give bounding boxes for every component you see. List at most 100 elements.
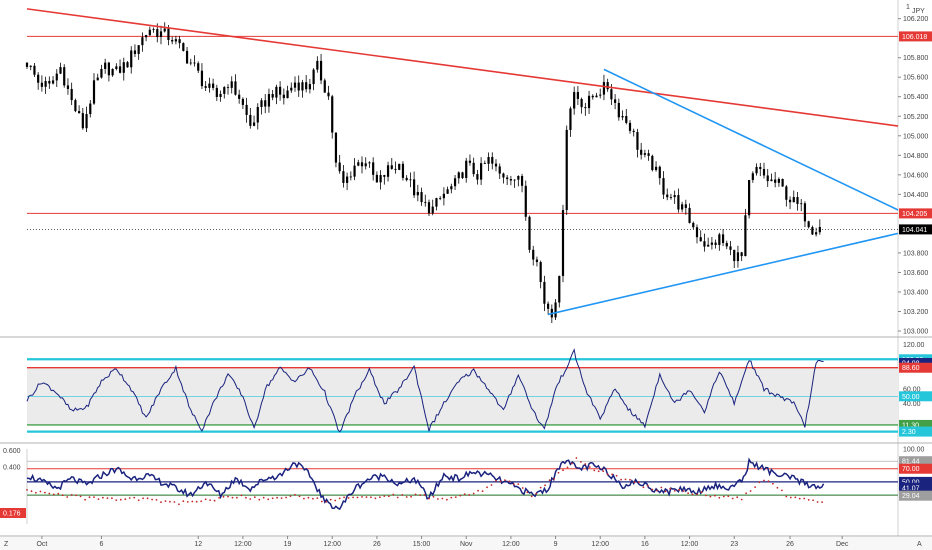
osc2-dot	[588, 466, 591, 468]
osc2-left-tick: 0.400	[3, 465, 21, 472]
candle-body	[44, 80, 47, 87]
candle-body	[427, 202, 431, 214]
osc2-dot	[280, 497, 283, 499]
candle-body	[725, 243, 728, 247]
candle-body	[413, 179, 416, 196]
candle-body	[625, 116, 628, 123]
price-tick-label: 103.000	[903, 329, 928, 336]
candle-body	[118, 66, 122, 73]
candle-body	[491, 157, 494, 164]
osc2-dot	[61, 494, 64, 497]
osc2-dot	[128, 497, 131, 499]
candle-body	[323, 80, 326, 93]
price-tick-label: 105.400	[903, 94, 928, 101]
osc2-dot	[660, 486, 663, 489]
osc2-dot	[624, 478, 627, 481]
candle-body	[800, 203, 803, 205]
price-tick-label: 104.600	[903, 172, 928, 179]
badge-2904	[899, 490, 932, 501]
candle-body	[241, 98, 244, 105]
candle-body	[796, 197, 799, 204]
osc2-line	[26, 457, 825, 511]
candle-body	[636, 132, 639, 150]
candle-body	[70, 88, 73, 101]
osc2-dot	[731, 497, 734, 500]
time-tick-label: Oct	[36, 541, 47, 548]
osc2-dot	[253, 496, 256, 499]
osc2-dot	[44, 491, 46, 494]
time-tick-label: 26	[786, 541, 794, 548]
osc2-dot	[186, 501, 189, 503]
candle-body	[104, 62, 107, 69]
osc2-dot	[499, 480, 502, 483]
candle-body	[383, 175, 386, 177]
osc2-dot	[52, 493, 55, 496]
osc2-dot	[222, 495, 225, 498]
candle-body	[811, 227, 814, 235]
candle-body	[584, 107, 587, 109]
candle-body	[543, 281, 546, 304]
badge-8860	[899, 362, 932, 373]
osc2-dot	[137, 499, 140, 502]
candle-body	[450, 186, 453, 190]
osc2-dot	[664, 490, 667, 493]
osc2-dot	[70, 494, 73, 496]
osc2-dot	[517, 483, 520, 485]
candle-body	[63, 67, 66, 86]
footer-left-letter: Z	[4, 541, 9, 548]
osc2-dot	[629, 478, 631, 481]
osc2-dot	[446, 498, 448, 501]
candle-body	[360, 162, 364, 167]
osc2-dot	[370, 496, 372, 499]
candle-body	[312, 69, 315, 85]
osc2-dot	[575, 457, 578, 459]
candle-body	[781, 178, 784, 187]
candle-body	[573, 92, 576, 109]
osc2-dot	[557, 471, 560, 474]
time-tick-label: 12:00	[681, 541, 699, 548]
osc2-dot	[48, 492, 51, 495]
candle-body	[133, 50, 137, 54]
osc2-dot	[678, 488, 680, 491]
osc2-dot	[39, 490, 42, 493]
osc2-dot	[553, 477, 555, 480]
candle-body	[137, 45, 140, 54]
candle-body	[405, 177, 408, 181]
candle-body	[111, 68, 114, 76]
candle-body	[189, 62, 192, 64]
candle-body	[494, 163, 498, 167]
candle-body	[714, 242, 717, 245]
candle-body	[204, 86, 207, 88]
osc2-dot	[781, 489, 783, 492]
osc2-dot	[758, 481, 761, 484]
time-axis-background	[0, 537, 932, 550]
osc2-dot	[307, 496, 310, 499]
candle-body	[215, 87, 218, 97]
osc2-dot	[88, 496, 91, 499]
price-tick-label: 104.400	[903, 192, 928, 199]
osc2-dot	[383, 495, 386, 497]
footer-right-letter[interactable]: A	[917, 541, 922, 548]
osc2-dot	[490, 484, 493, 486]
osc2-left-badge	[0, 508, 26, 518]
candle-body	[710, 242, 713, 245]
osc2-dot	[178, 503, 180, 506]
candle-body	[364, 163, 367, 167]
trendline-descending-resistance	[26, 8, 899, 127]
osc2-dot	[218, 497, 221, 499]
candle-body	[275, 86, 278, 98]
candle-body	[286, 90, 289, 99]
candle-body	[252, 122, 256, 126]
candle-body	[264, 100, 267, 107]
candle-body	[115, 66, 118, 69]
candle-body	[308, 84, 311, 90]
candle-body	[465, 160, 468, 179]
badge-1130	[899, 419, 932, 430]
badge-8144-text: 81.44	[902, 459, 920, 466]
osc2-dot	[66, 496, 69, 498]
candle-body	[357, 162, 360, 166]
osc1-line	[26, 348, 824, 433]
osc2-dot	[584, 463, 587, 465]
badge-106018	[899, 31, 932, 42]
osc2-dot	[593, 469, 596, 472]
